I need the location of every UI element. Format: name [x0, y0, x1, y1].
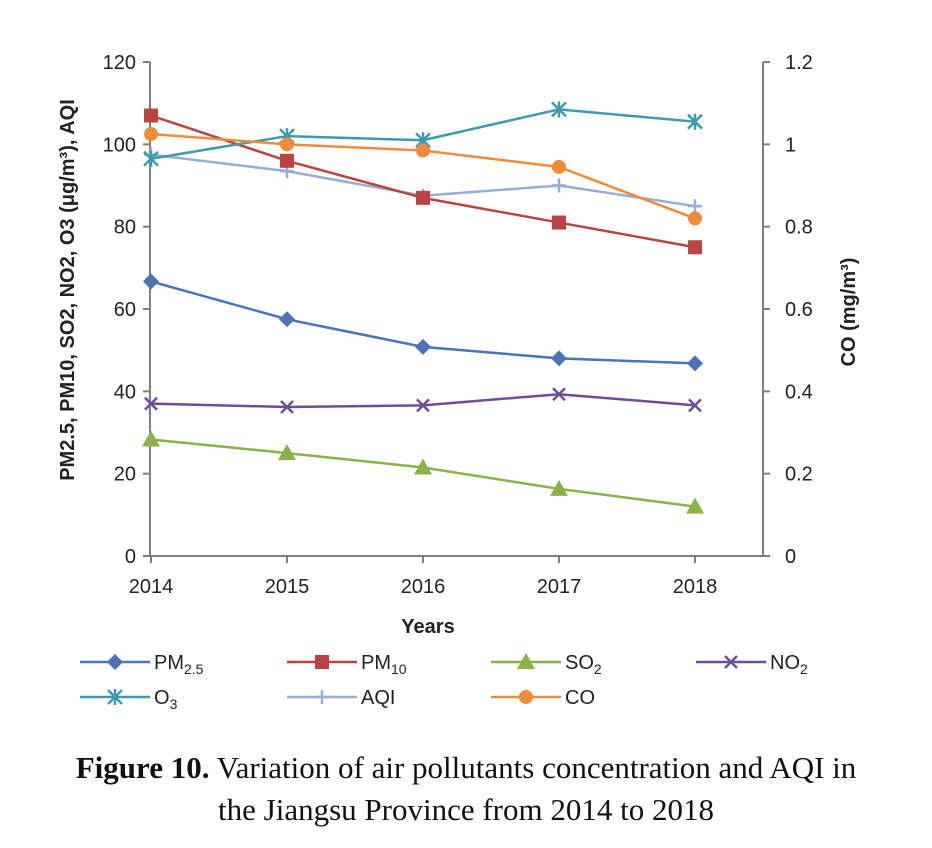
right-tick-label: 1.2: [785, 52, 813, 74]
legend-label: SO2: [565, 652, 602, 677]
right-tick-label: 0: [785, 546, 796, 568]
series-no2-point: [688, 398, 702, 413]
series-pm10-point: [416, 190, 430, 205]
right-tick-label: 0.6: [785, 299, 813, 321]
x-axis: 2014 2015 2016 2017 2018: [129, 555, 763, 598]
legend-swatch-marker: [519, 690, 533, 704]
figure-caption-line-1: Figure 10. Variation of air pollutants c…: [0, 748, 932, 788]
series-pm25-point: [279, 311, 295, 328]
series-o3-point: [687, 113, 703, 130]
left-tick-label: 20: [114, 464, 136, 486]
series-co-point: [280, 137, 294, 152]
right-y-axis: 0 0.2 0.4 0.6 0.8 1 1.2: [762, 52, 813, 568]
legend-label: O3: [154, 687, 178, 712]
series-o3-point: [143, 150, 159, 167]
series-layer: [142, 101, 704, 514]
left-y-axis-title: PM2.5, PM10, SO2, NO2, O3 (μg/m³), AQI: [57, 99, 79, 481]
series-no2-point: [416, 398, 430, 413]
x-axis-title: Years: [401, 616, 454, 638]
x-tick-label: 2015: [265, 576, 310, 598]
legend-swatch-marker: [107, 654, 123, 670]
legend-item-aqi: AQI: [287, 687, 395, 709]
legend-label: AQI: [361, 687, 395, 709]
right-tick-label: 0.8: [785, 217, 813, 239]
right-y-axis-title: CO (mg/m³): [838, 258, 860, 367]
left-tick-label: 40: [114, 381, 136, 403]
series-co-point: [144, 127, 158, 142]
x-tick-label: 2017: [537, 576, 582, 598]
x-tick-label: 2018: [673, 576, 718, 598]
series-pm10: [144, 108, 702, 255]
series-so2-point: [686, 497, 704, 514]
legend-item-pm10: PM10: [287, 652, 407, 677]
series-so2: [142, 430, 704, 514]
right-tick-label: 1: [785, 134, 796, 156]
x-tick-label: 2016: [401, 576, 446, 598]
legend-swatch-marker: [315, 690, 329, 704]
legend-label: CO: [565, 687, 595, 709]
series-pm25: [143, 273, 703, 372]
figure-caption-line-2: the Jiangsu Province from 2014 to 2018: [218, 792, 714, 827]
series-pm25-point: [143, 273, 159, 290]
figure-caption-text-1: Variation of air pollutants concentratio…: [209, 750, 857, 785]
left-tick-label: 120: [103, 52, 136, 74]
series-pm10-point: [688, 240, 702, 255]
left-y-axis: 0 20 40 60 80 100 120: [103, 52, 151, 568]
series-co-point: [552, 159, 566, 174]
legend-label: PM2.5: [154, 652, 204, 677]
series-pm10-point: [552, 215, 566, 230]
series-so2-point: [142, 430, 160, 447]
series-no2-point: [144, 396, 158, 411]
left-tick-label: 80: [114, 217, 136, 239]
legend-item-o3: O3: [80, 687, 178, 712]
series-no2: [144, 387, 702, 414]
legend-item-co: CO: [491, 687, 595, 709]
right-tick-label: 0.2: [785, 464, 813, 486]
series-co: [144, 127, 702, 226]
legend-item-so2: SO2: [491, 652, 602, 677]
series-o3-point: [551, 101, 567, 118]
legend-swatch-marker: [315, 655, 329, 669]
series-pm10-point: [280, 153, 294, 168]
series-aqi-point: [552, 178, 566, 193]
series-co-point: [688, 211, 702, 226]
series-no2-point: [552, 387, 566, 402]
series-pm10-point: [144, 108, 158, 123]
legend-item-no2: NO2: [696, 652, 808, 677]
right-tick-label: 0.4: [785, 381, 813, 403]
left-tick-label: 100: [103, 134, 136, 156]
series-so2-point: [414, 458, 432, 475]
series-so2-point: [550, 479, 568, 496]
series-pm25-point: [415, 338, 431, 355]
legend-swatch-marker: [517, 653, 535, 669]
series-aqi-point: [688, 199, 702, 214]
legend-label: PM10: [361, 652, 407, 677]
series-co-point: [416, 143, 430, 158]
left-tick-label: 0: [125, 546, 136, 568]
legend: PM2.5 PM10 SO2 NO2 O3 AQI CO: [80, 652, 808, 712]
left-tick-label: 60: [114, 299, 136, 321]
figure-caption-label: Figure 10.: [75, 750, 210, 785]
series-so2-point: [278, 444, 296, 461]
series-pm25-point: [551, 350, 567, 367]
series-no2-point: [280, 400, 294, 414]
legend-swatch-marker: [724, 655, 738, 669]
legend-label: NO2: [770, 652, 808, 677]
series-pm25-point: [687, 355, 703, 372]
legend-item-pm25: PM2.5: [80, 652, 204, 677]
x-tick-label: 2014: [129, 576, 174, 598]
legend-swatch-marker: [107, 689, 123, 705]
